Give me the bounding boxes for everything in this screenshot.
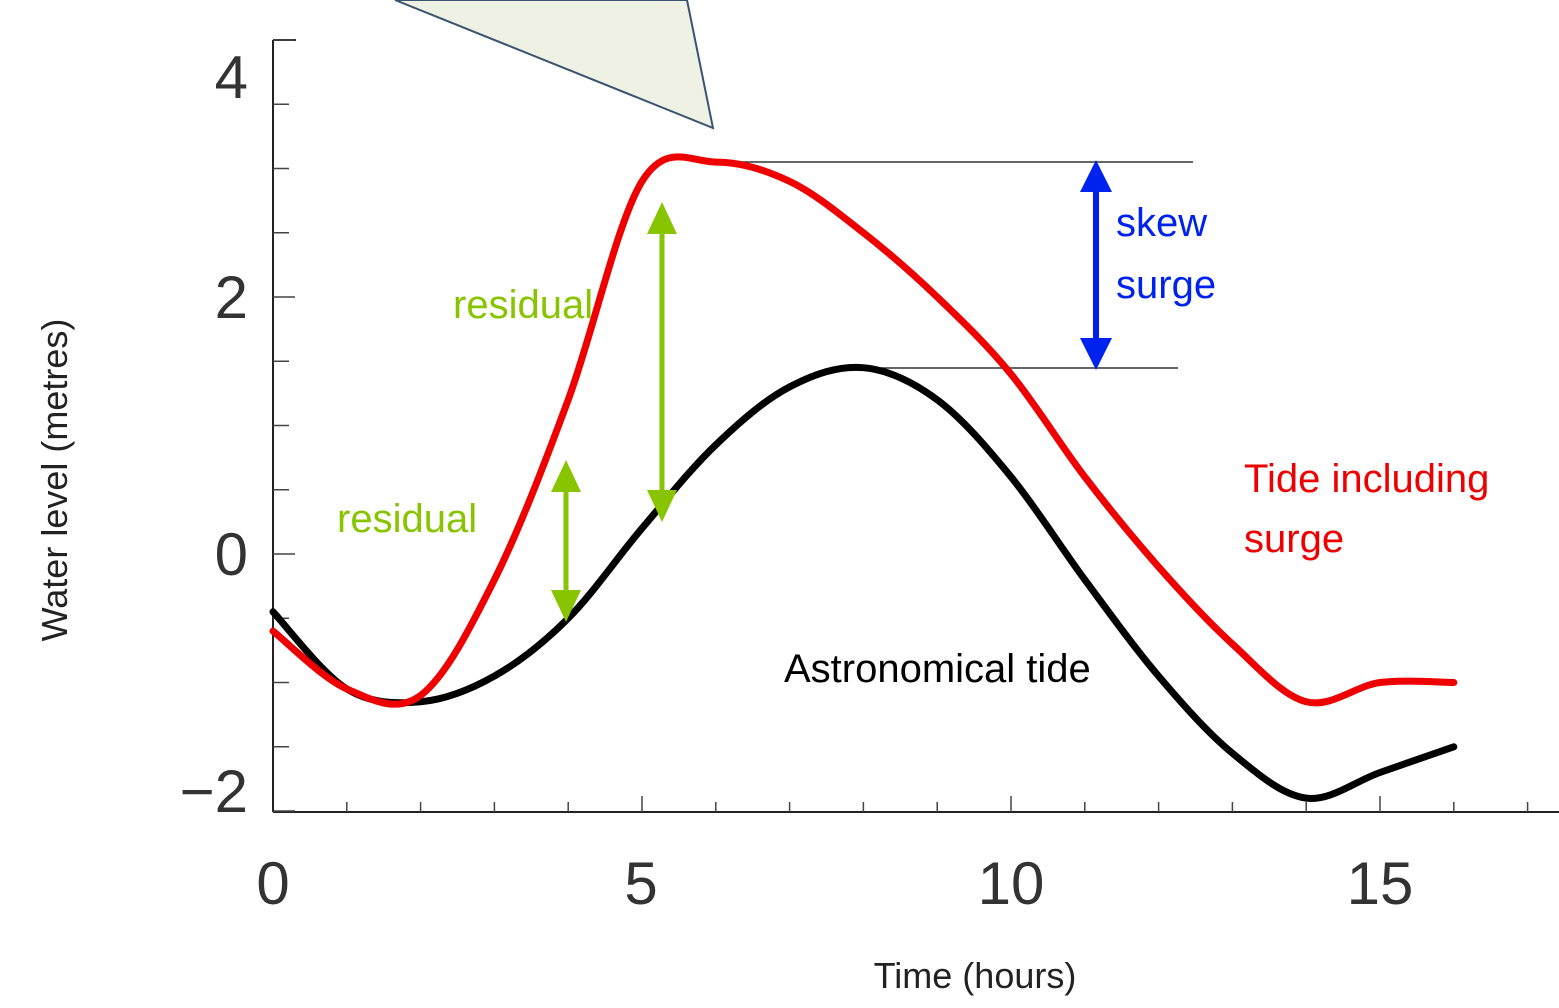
x-tick-label: 0 bbox=[256, 850, 289, 917]
astronomical-tide-label: Astronomical tide bbox=[784, 647, 1091, 691]
x-tick-label: 15 bbox=[1347, 850, 1414, 917]
x-tick-label: 10 bbox=[978, 850, 1045, 917]
axis-ticks bbox=[273, 39, 1529, 812]
series-line-astronomical-tide bbox=[269, 363, 1458, 802]
y-tick-label: 2 bbox=[215, 264, 248, 331]
callout-pointer bbox=[394, 0, 715, 130]
skew-surge-arrow bbox=[1080, 160, 1112, 370]
residual-arrow-large bbox=[647, 202, 677, 522]
residual-label-small: residual bbox=[337, 497, 477, 541]
residual-arrow-small bbox=[551, 460, 581, 622]
x-tick-label: 5 bbox=[624, 850, 657, 917]
residual-label-large: residual bbox=[453, 283, 593, 327]
x-axis-title: Time (hours) bbox=[874, 955, 1077, 996]
y-tick-label: −2 bbox=[180, 758, 248, 825]
series-line-tide-including-surge bbox=[269, 153, 1458, 708]
y-tick-label: 4 bbox=[215, 44, 248, 111]
skew-surge-label: skew surge bbox=[1116, 201, 1218, 307]
y-tick-label: 0 bbox=[215, 521, 248, 588]
y-axis-title: Water level (metres) bbox=[34, 319, 75, 642]
tide-including-surge-label: Tide including surge bbox=[1244, 457, 1500, 561]
